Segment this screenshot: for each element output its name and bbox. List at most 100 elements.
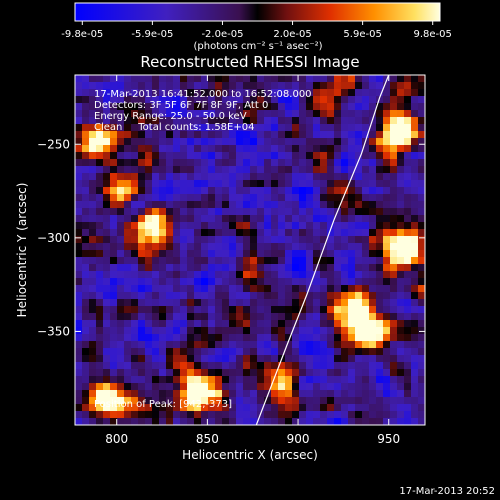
heatmap-cell — [145, 278, 153, 286]
heatmap-cell — [341, 306, 349, 314]
heatmap-cell — [250, 313, 258, 321]
heatmap-cell — [159, 348, 167, 356]
heatmap-cell — [264, 145, 272, 153]
colorbar-tick-label: 5.9e-05 — [343, 29, 381, 40]
heatmap-cell — [285, 369, 293, 377]
heatmap-cell — [117, 236, 125, 244]
heatmap-cell — [236, 215, 244, 223]
heatmap-cell — [383, 404, 391, 412]
heatmap-cell — [131, 173, 139, 181]
heatmap-cell — [278, 208, 286, 216]
heatmap-cell — [313, 285, 321, 293]
heatmap-cell — [243, 201, 251, 209]
heatmap-cell — [383, 131, 391, 139]
heatmap-cell — [362, 264, 370, 272]
heatmap-cell — [327, 320, 335, 328]
heatmap-cell — [327, 236, 335, 244]
heatmap-cell — [362, 397, 370, 405]
heatmap-cell — [313, 229, 321, 237]
heatmap-cell — [236, 292, 244, 300]
heatmap-cell — [278, 278, 286, 286]
heatmap-cell — [75, 397, 83, 405]
heatmap-cell — [89, 152, 97, 160]
heatmap-cell — [243, 194, 251, 202]
heatmap-cell — [82, 383, 90, 391]
heatmap-cell — [369, 306, 377, 314]
heatmap-cell — [145, 313, 153, 321]
heatmap-cell — [320, 222, 328, 230]
heatmap-cell — [362, 418, 370, 426]
heatmap-cell — [341, 222, 349, 230]
heatmap-cell — [376, 299, 384, 307]
heatmap-cell — [145, 341, 153, 349]
heatmap-cell — [299, 411, 307, 419]
heatmap-cell — [404, 306, 412, 314]
heatmap-cell — [369, 138, 377, 146]
heatmap-cell — [236, 355, 244, 363]
heatmap-cell — [180, 173, 188, 181]
heatmap-cell — [334, 215, 342, 223]
heatmap-cell — [96, 369, 104, 377]
heatmap-cell — [89, 271, 97, 279]
heatmap-cell — [145, 334, 153, 342]
heatmap-cell — [110, 222, 118, 230]
heatmap-cell — [292, 341, 300, 349]
heatmap-cell — [348, 229, 356, 237]
heatmap-cell — [383, 348, 391, 356]
heatmap-cell — [334, 117, 342, 125]
heatmap-cell — [264, 369, 272, 377]
heatmap-cell — [180, 271, 188, 279]
heatmap-cell — [117, 145, 125, 153]
heatmap-cell — [89, 376, 97, 384]
heatmap-cell — [89, 369, 97, 377]
colorbar-tick-label: -9.8e-05 — [61, 29, 103, 40]
heatmap-cell — [278, 96, 286, 104]
x-tick-label: 950 — [377, 432, 400, 446]
heatmap-cell — [82, 173, 90, 181]
heatmap-cell — [75, 390, 83, 398]
heatmap-cell — [278, 173, 286, 181]
heatmap-cell — [152, 89, 160, 97]
heatmap-cell — [313, 166, 321, 174]
heatmap-cell — [264, 313, 272, 321]
heatmap-cell — [278, 257, 286, 265]
heatmap-cell — [397, 369, 405, 377]
heatmap-cell — [257, 75, 265, 83]
heatmap-cell — [278, 229, 286, 237]
heatmap-cell — [243, 390, 251, 398]
heatmap-cell — [180, 180, 188, 188]
heatmap-cell — [89, 173, 97, 181]
heatmap-cell — [208, 334, 216, 342]
heatmap-cell — [257, 96, 265, 104]
heatmap-cell — [278, 117, 286, 125]
heatmap-cell — [159, 257, 167, 265]
heatmap-cell — [201, 194, 209, 202]
heatmap-cell — [187, 124, 195, 132]
heatmap-cell — [82, 159, 90, 167]
heatmap-cell — [229, 82, 237, 90]
heatmap-cell — [411, 264, 419, 272]
heatmap-cell — [222, 229, 230, 237]
heatmap-cell — [117, 166, 125, 174]
annotation-time-range: 17-Mar-2013 16:41:52.000 to 16:52:08.000 — [94, 89, 312, 100]
heatmap-cell — [222, 215, 230, 223]
heatmap-cell — [341, 243, 349, 251]
heatmap-cell — [103, 75, 111, 83]
heatmap-cell — [173, 124, 181, 132]
heatmap-cell — [131, 187, 139, 195]
heatmap-cell — [110, 404, 118, 412]
heatmap-cell — [194, 229, 202, 237]
heatmap-cell — [411, 236, 419, 244]
heatmap-cell — [89, 124, 97, 132]
heatmap-cell — [376, 124, 384, 132]
heatmap-cell — [194, 96, 202, 104]
heatmap-cell — [117, 96, 125, 104]
heatmap-cell — [138, 131, 146, 139]
heatmap-cell — [138, 404, 146, 412]
heatmap-cell — [299, 376, 307, 384]
heatmap-cell — [103, 187, 111, 195]
heatmap-cell — [257, 201, 265, 209]
heatmap-cell — [103, 355, 111, 363]
heatmap-cell — [236, 397, 244, 405]
heatmap-cell — [397, 145, 405, 153]
